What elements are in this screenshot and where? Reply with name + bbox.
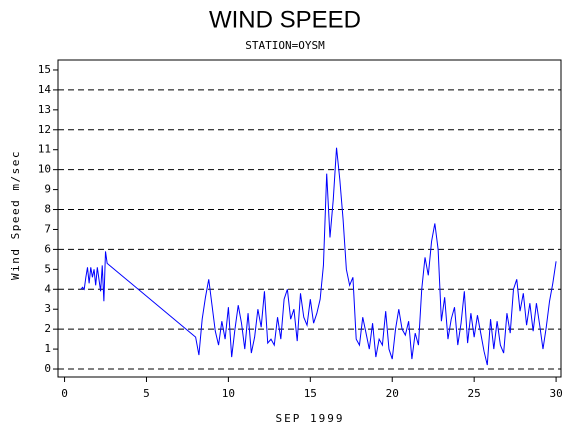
y-tick-label: 3 [44, 302, 51, 315]
y-tick-label: 15 [38, 63, 51, 76]
y-tick-label: 12 [38, 123, 51, 136]
x-axis-label: SEP 1999 [276, 412, 345, 425]
x-tick-label: 15 [304, 387, 317, 400]
x-tick-label: 5 [143, 387, 150, 400]
chart-subtitle: STATION=OYSM [245, 39, 325, 52]
y-tick-label: 5 [44, 262, 51, 275]
y-tick-label: 4 [44, 282, 51, 295]
y-tick-label: 2 [44, 322, 51, 335]
y-tick-label: 10 [38, 163, 51, 176]
chart-title: WIND SPEED [209, 6, 361, 33]
x-tick-label: 20 [386, 387, 399, 400]
y-axis-label: Wind Speed m/sec [9, 150, 22, 280]
data-line [80, 147, 557, 366]
y-tick-label: 8 [44, 203, 51, 216]
y-tick-label: 6 [44, 242, 51, 255]
y-tick-label: 11 [38, 143, 51, 156]
y-tick-label: 1 [44, 342, 51, 355]
y-tick-label: 14 [38, 83, 52, 96]
y-tick-label: 0 [44, 362, 51, 375]
y-tick-label: 7 [44, 222, 51, 235]
x-tick-label: 10 [222, 387, 235, 400]
plot-frame [57, 59, 562, 378]
y-tick-label: 13 [38, 103, 51, 116]
x-tick-label: 25 [468, 387, 481, 400]
x-tick-label: 30 [549, 387, 562, 400]
x-tick-label: 0 [61, 387, 68, 400]
y-tick-label: 9 [44, 183, 51, 196]
